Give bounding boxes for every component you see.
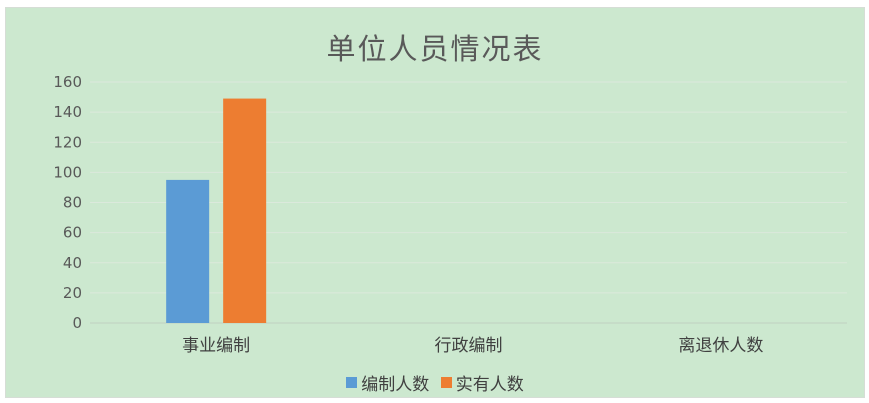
bar-2-1 bbox=[223, 98, 267, 323]
bar-1-1 bbox=[166, 179, 210, 323]
y-tick-label: 100 bbox=[53, 163, 82, 181]
y-tick-label: 60 bbox=[63, 224, 82, 242]
chart-area: 单位人员情况表 0 20 40 60 80 100 120 140 160 事业编制 行政编制 离退… bbox=[5, 7, 865, 398]
legend-label-series-1: 编制人数 bbox=[361, 375, 430, 395]
plot-area: 0 20 40 60 80 100 120 140 160 事业编制 行政编制 离退休人数 bbox=[53, 73, 847, 356]
x-tick-label: 行政编制 bbox=[435, 336, 503, 356]
legend-label-series-2: 实有人数 bbox=[455, 375, 524, 395]
y-tick-label: 40 bbox=[63, 254, 82, 272]
y-tick-label: 0 bbox=[72, 314, 82, 332]
legend-item-series-2: 实有人数 bbox=[440, 370, 524, 395]
chart-title: 单位人员情况表 bbox=[326, 32, 544, 66]
legend-swatch-series-1 bbox=[346, 377, 358, 388]
y-tick-label: 120 bbox=[53, 133, 82, 151]
y-tick-label: 20 bbox=[63, 284, 82, 302]
y-tick-label: 80 bbox=[63, 194, 82, 212]
x-tick-label: 事业编制 bbox=[182, 336, 250, 356]
legend: 编制人数 实有人数 bbox=[6, 370, 864, 395]
x-tick-label: 离退休人数 bbox=[678, 336, 763, 356]
legend-item-series-1: 编制人数 bbox=[346, 370, 429, 395]
y-tick-label: 140 bbox=[53, 103, 82, 121]
legend-swatch-series-2 bbox=[440, 377, 452, 388]
y-tick-label: 160 bbox=[53, 73, 82, 91]
